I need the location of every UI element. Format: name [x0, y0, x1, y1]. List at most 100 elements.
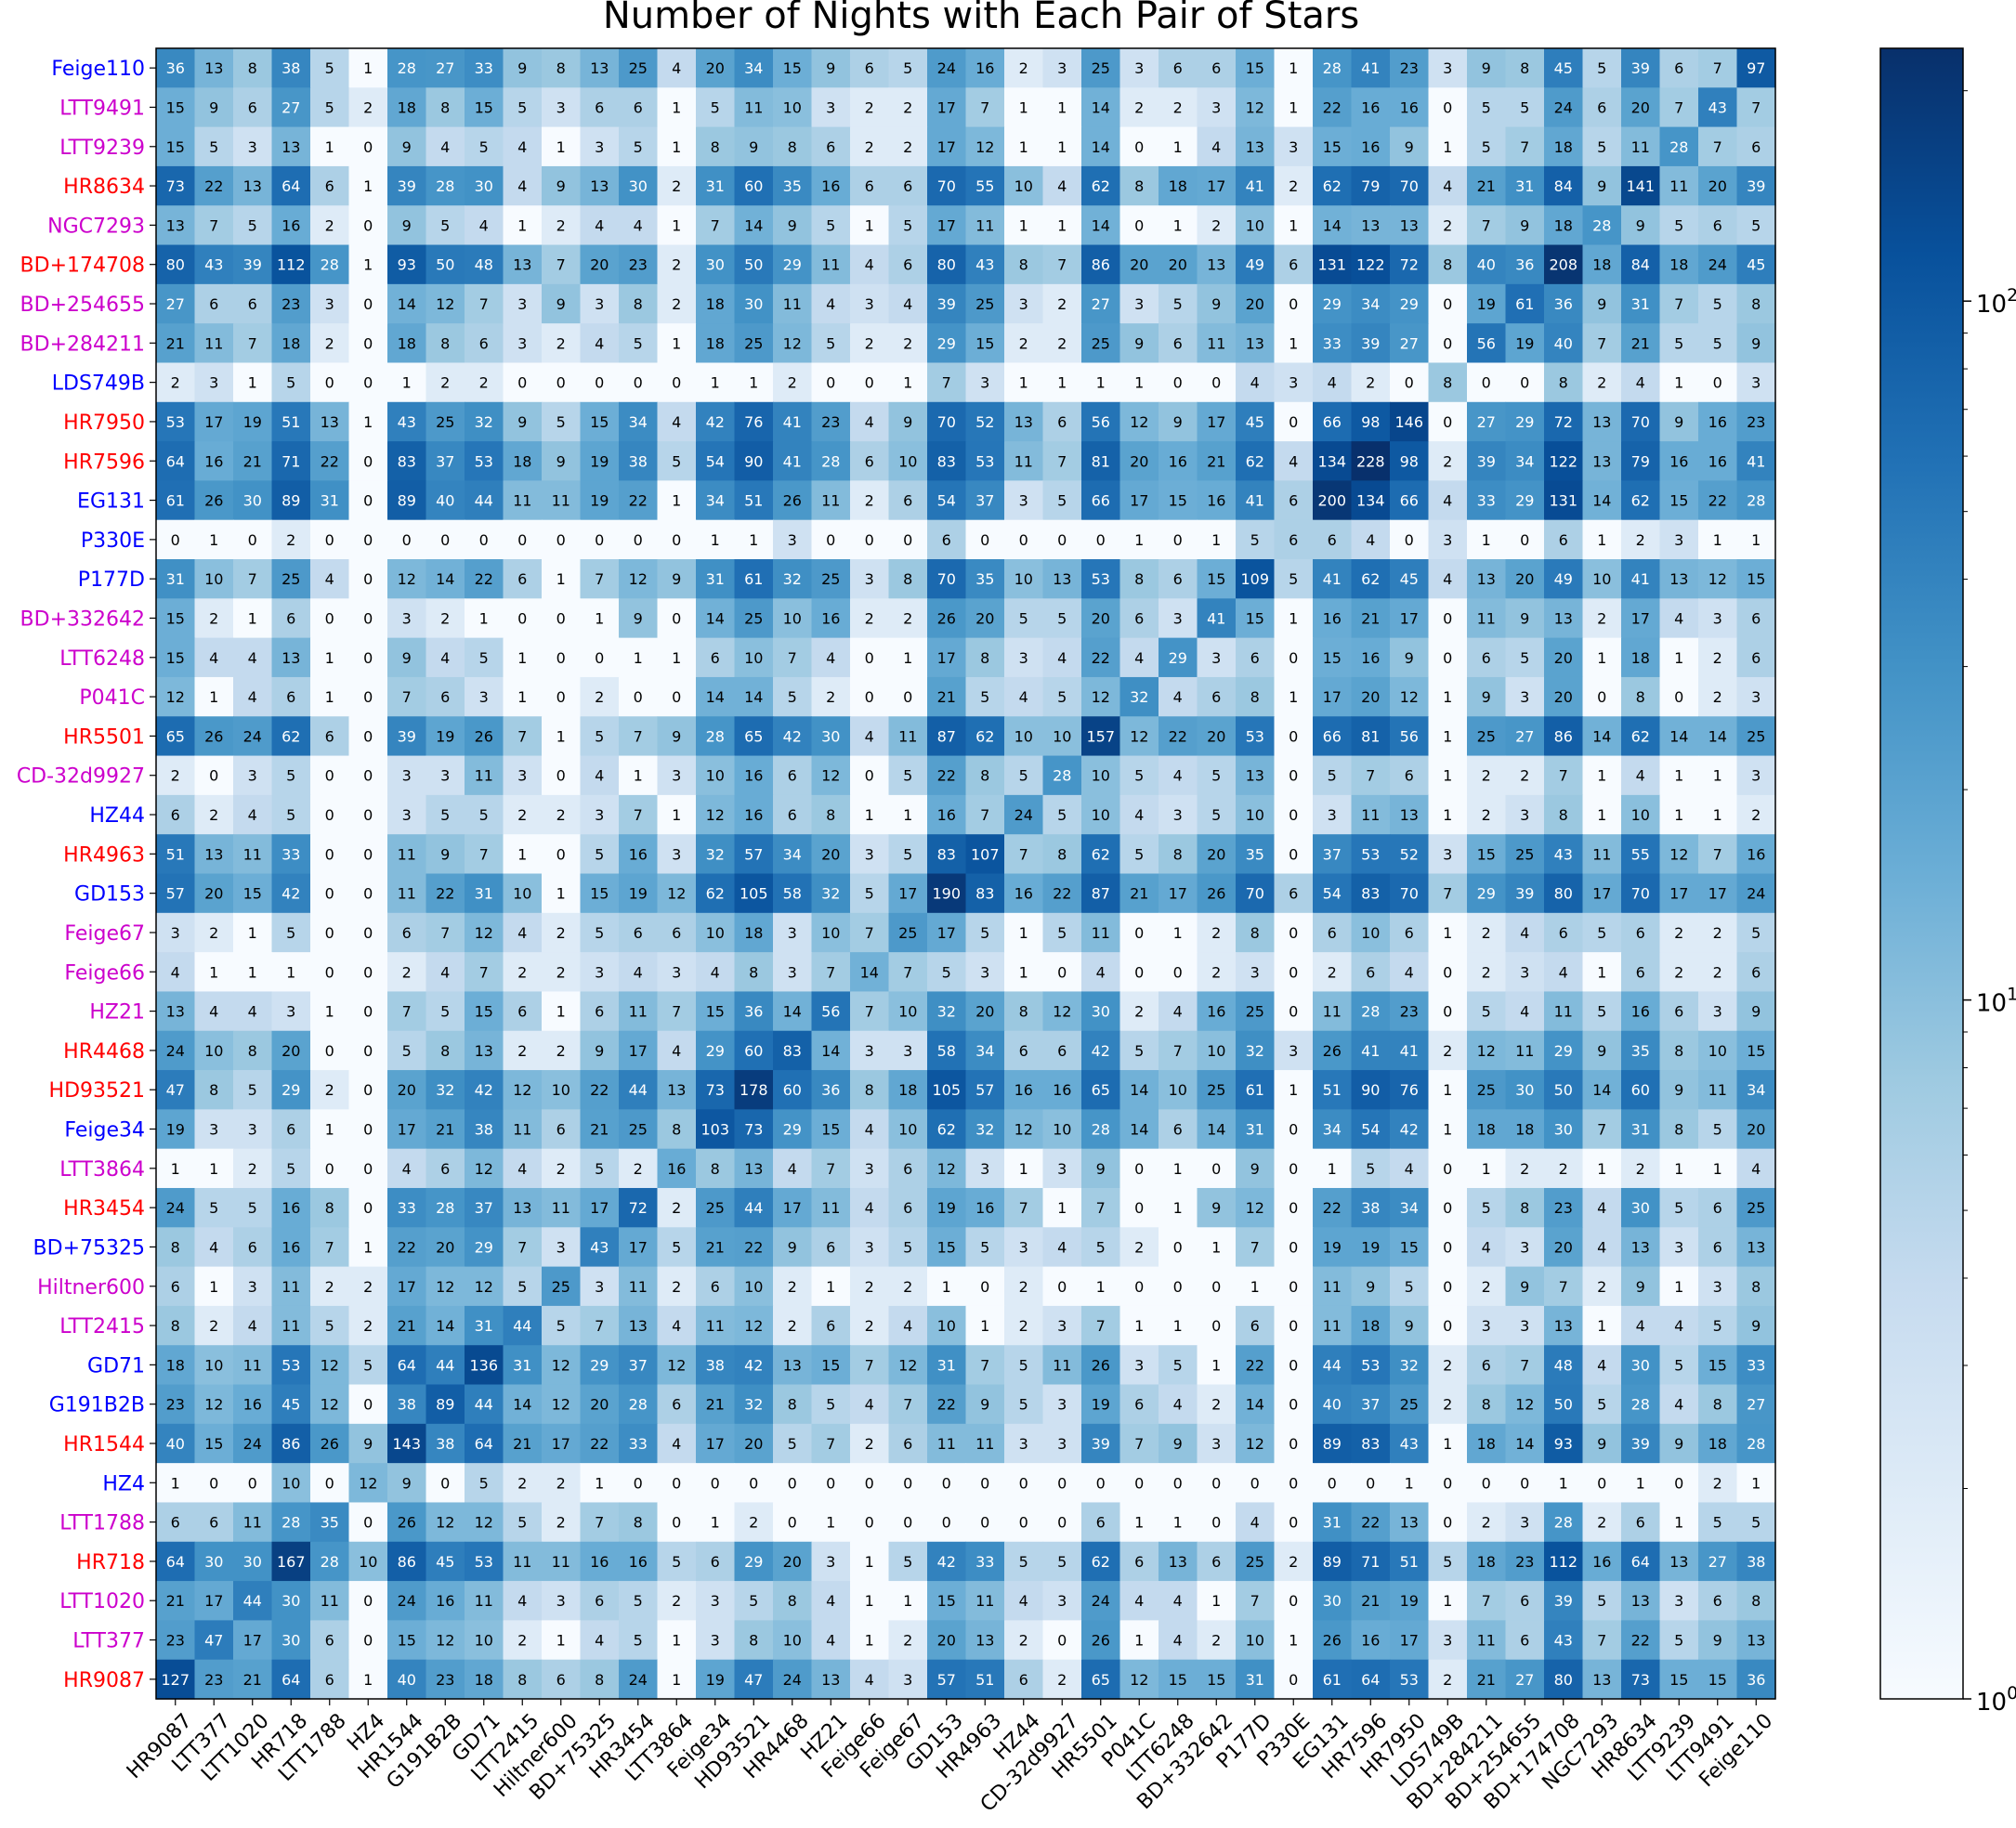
cell-value-label: 45 [436, 1553, 454, 1571]
cell-value-label: 90 [1361, 1081, 1380, 1099]
heatmap-cell [1351, 126, 1391, 167]
cell-value-label: 14 [1323, 216, 1342, 234]
cell-value-label: 13 [1361, 216, 1380, 234]
cell-value-label: 0 [1096, 531, 1106, 549]
cell-value-label: 47 [204, 1632, 223, 1650]
cell-value-label: 64 [1631, 1553, 1650, 1571]
cell-value-label: 13 [1246, 138, 1264, 156]
heatmap-cell [927, 283, 967, 324]
cell-value-label: 2 [1559, 1160, 1568, 1178]
cell-value-label: 53 [475, 452, 493, 470]
cell-value-label: 13 [1207, 256, 1225, 274]
heatmap-cell [1081, 165, 1121, 206]
cell-value-label: 89 [436, 1396, 454, 1414]
cell-value-label: 53 [1361, 1356, 1380, 1374]
cell-value-label: 27 [166, 295, 185, 313]
cell-value-label: 3 [1134, 1356, 1144, 1374]
cell-value-label: 5 [286, 374, 295, 392]
cell-value-label: 0 [325, 1042, 334, 1060]
cell-value-label: 8 [634, 295, 643, 313]
cell-value-label: 3 [1211, 1435, 1221, 1453]
heatmap-cell [1582, 244, 1622, 285]
cell-value-label: 13 [513, 1199, 531, 1217]
cell-value-label: 3 [209, 1121, 218, 1139]
cell-value-label: 14 [1092, 216, 1110, 234]
cell-value-label: 9 [1713, 1632, 1722, 1650]
cell-value-label: 3 [1713, 609, 1722, 627]
cell-value-label: 30 [1092, 1003, 1110, 1021]
heatmap-cell [1081, 362, 1121, 403]
cell-value-label: 2 [517, 1474, 527, 1492]
cell-value-label: 29 [1169, 649, 1187, 667]
cell-value-label: 9 [1096, 1160, 1106, 1178]
cell-value-label: 3 [1482, 1317, 1491, 1335]
cell-value-label: 32 [475, 413, 493, 431]
row-label: Feige34 [64, 1119, 145, 1142]
cell-value-label: 0 [1289, 727, 1298, 745]
cell-value-label: 9 [1211, 295, 1221, 313]
cell-value-label: 18 [706, 295, 725, 313]
cell-value-label: 0 [440, 1474, 450, 1492]
cell-value-label: 0 [1674, 688, 1683, 706]
cell-value-label: 0 [363, 806, 373, 824]
heatmap-cell [1544, 205, 1584, 246]
heatmap-cell [465, 244, 504, 285]
cell-value-label: 29 [744, 1553, 763, 1571]
cell-value-label: 39 [243, 256, 262, 274]
cell-value-label: 10 [1246, 216, 1264, 234]
cell-value-label: 15 [1246, 609, 1264, 627]
cell-value-label: 3 [1751, 767, 1761, 785]
cell-value-label: 6 [1289, 492, 1298, 510]
cell-value-label: 43 [590, 1238, 609, 1256]
cell-value-label: 0 [1674, 1474, 1683, 1492]
cell-value-label: 19 [166, 1121, 185, 1139]
cell-value-label: 8 [1134, 570, 1144, 588]
cell-value-label: 1 [556, 1632, 566, 1650]
cell-value-label: 134 [1317, 452, 1346, 470]
cell-value-label: 41 [1400, 1042, 1419, 1060]
cell-value-label: 1 [248, 963, 257, 981]
cell-value-label: 7 [1520, 1356, 1529, 1374]
cell-value-label: 10 [204, 1042, 223, 1060]
cell-value-label: 83 [1361, 1435, 1380, 1453]
heatmap-cell [619, 48, 659, 88]
cell-value-label: 62 [937, 1121, 956, 1139]
cell-value-label: 5 [1211, 806, 1221, 824]
cell-value-label: 6 [672, 924, 681, 942]
cell-value-label: 81 [1092, 452, 1110, 470]
cell-value-label: 7 [1482, 216, 1491, 234]
cell-value-label: 53 [1246, 727, 1264, 745]
cell-value-label: 5 [479, 649, 489, 667]
cell-value-label: 0 [1289, 767, 1298, 785]
heatmap-cell [387, 87, 427, 128]
cell-value-label: 17 [629, 1042, 648, 1060]
cell-value-label: 7 [209, 216, 218, 234]
heatmap-cell [1159, 165, 1198, 206]
heatmap-cell [1313, 323, 1353, 364]
cell-value-label: 25 [1092, 59, 1110, 77]
cell-value-label: 3 [1134, 295, 1144, 313]
heatmap-cell [1736, 323, 1776, 364]
cell-value-label: 2 [865, 1435, 874, 1453]
cell-value-label: 19 [937, 1199, 956, 1217]
heatmap-cell [1274, 323, 1314, 364]
cell-value-label: 7 [1443, 885, 1452, 903]
heatmap-cell [1467, 165, 1507, 206]
cell-value-label: 1 [325, 1003, 334, 1021]
cell-value-label: 11 [204, 334, 223, 352]
cell-value-label: 5 [826, 1396, 835, 1414]
cell-value-label: 0 [325, 1160, 334, 1178]
cell-value-label: 17 [1400, 609, 1419, 627]
cell-value-label: 13 [1400, 1514, 1419, 1532]
cell-value-label: 5 [556, 1317, 566, 1335]
cell-value-label: 36 [744, 1003, 763, 1021]
heatmap-cell [233, 205, 273, 246]
cell-value-label: 62 [1092, 1553, 1110, 1571]
cell-value-label: 2 [903, 334, 912, 352]
heatmap-cell [1544, 323, 1584, 364]
cell-value-label: 39 [937, 295, 956, 313]
cell-value-label: 6 [479, 334, 489, 352]
cell-value-label: 31 [1246, 1671, 1264, 1689]
row-label: LTT2415 [59, 1315, 145, 1338]
cell-value-label: 109 [1240, 570, 1269, 588]
